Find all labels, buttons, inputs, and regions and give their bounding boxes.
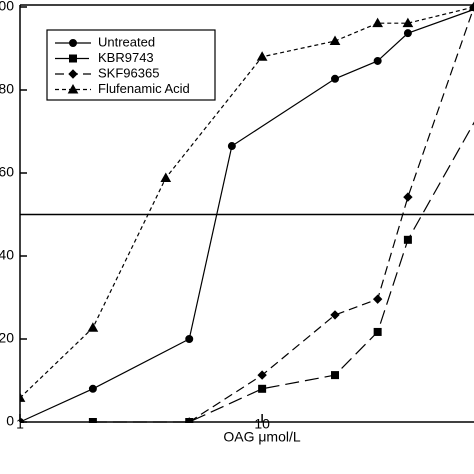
marker [329, 35, 341, 46]
marker [20, 418, 24, 423]
legend-label: SKF96365 [98, 65, 159, 80]
marker [373, 327, 382, 336]
marker [257, 370, 267, 380]
y-tick-label: 100 [0, 0, 14, 14]
legend-marker [69, 39, 77, 47]
y-tick-label: 80 [0, 81, 14, 97]
marker [331, 74, 340, 83]
marker [20, 392, 26, 402]
legend-label: KBR9743 [98, 50, 154, 65]
marker [403, 29, 412, 38]
y-tick-label: 40 [0, 247, 14, 263]
marker [372, 17, 384, 28]
series-line [20, 8, 474, 423]
marker [331, 371, 340, 380]
series-line [92, 121, 474, 423]
y-tick-label: 0 [6, 413, 14, 429]
marker [160, 172, 172, 182]
marker [185, 335, 194, 343]
marker [330, 310, 340, 320]
x-axis-label: OAG μmol/L [223, 429, 301, 445]
legend-marker [68, 69, 78, 79]
legend-label: Flufenamic Acid [98, 81, 190, 96]
marker [403, 192, 413, 202]
marker [372, 294, 383, 304]
legend-marker [69, 54, 77, 63]
x-tick-label: 1 [16, 416, 24, 432]
legend-marker [67, 83, 79, 94]
legend-label: Untreated [98, 34, 155, 49]
marker [403, 235, 412, 244]
marker [88, 418, 97, 423]
y-tick-label: 60 [0, 164, 14, 180]
x-tick-label: 10 [254, 416, 270, 432]
y-tick-label: 20 [0, 330, 14, 346]
marker [402, 17, 414, 28]
marker [258, 384, 267, 393]
series-line [188, 6, 474, 423]
marker [373, 56, 382, 65]
series-line [20, 6, 474, 399]
marker [88, 384, 97, 393]
marker [256, 51, 268, 61]
plot-area [20, 1, 474, 423]
marker [184, 417, 194, 423]
marker [227, 142, 236, 151]
marker [468, 1, 474, 11]
marker [87, 322, 99, 332]
